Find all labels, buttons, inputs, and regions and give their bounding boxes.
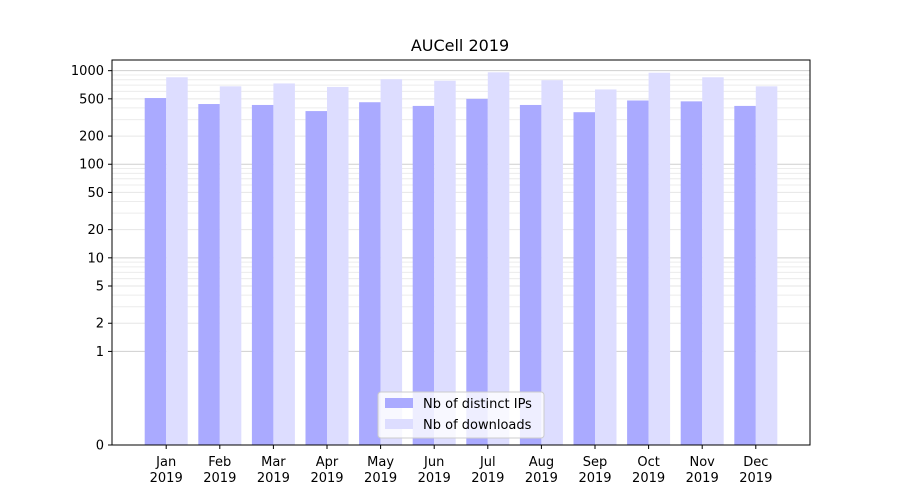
y-tick-label: 20 (87, 223, 104, 238)
x-tick-label-year: 2019 (525, 471, 558, 486)
bar-downloads (487, 72, 510, 446)
x-tick-label-month: Jan (155, 455, 176, 470)
x-tick-label-month: Aug (529, 455, 554, 470)
chart-title: AUCell 2019 (411, 36, 509, 55)
y-tick-label: 5 (96, 280, 104, 295)
x-tick-label-year: 2019 (739, 471, 772, 486)
x-tick-label-year: 2019 (203, 471, 236, 486)
x-axis: Jan2019Feb2019Mar2019Apr2019May2019Jun20… (150, 445, 772, 486)
x-tick-label-year: 2019 (632, 471, 665, 486)
bar-downloads (327, 86, 349, 445)
x-tick-label-month: Jun (423, 455, 444, 470)
y-tick-label: 0 (96, 439, 104, 454)
plot-frame (111, 59, 811, 446)
bar-distinct-ips (466, 98, 488, 446)
legend-label-distinct-ips: Nb of distinct IPs (423, 397, 532, 412)
x-tick-label-month: Nov (690, 455, 716, 470)
x-tick-label-month: Mar (261, 455, 286, 470)
x-tick-label-month: Sep (583, 455, 608, 470)
y-tick-label: 2 (96, 317, 104, 332)
x-tick-label-year: 2019 (418, 471, 451, 486)
bar-downloads (648, 72, 671, 445)
x-tick-label-month: May (367, 455, 394, 470)
y-tick-label: 1 (96, 345, 104, 360)
x-tick-label-month: Oct (637, 455, 659, 470)
y-tick-label: 1000 (71, 64, 104, 79)
bar-downloads (595, 89, 617, 446)
bars (144, 72, 778, 446)
y-tick-label: 100 (79, 158, 104, 173)
x-tick-label-year: 2019 (150, 471, 183, 486)
x-tick-label-month: Jul (479, 455, 496, 470)
x-tick-label-month: Apr (316, 455, 339, 470)
y-tick-label: 200 (79, 130, 104, 145)
bar-distinct-ips (359, 102, 381, 446)
x-tick-label-year: 2019 (471, 471, 504, 486)
bar-distinct-ips (519, 104, 542, 445)
bar-distinct-ips (573, 112, 595, 445)
legend-label-downloads: Nb of downloads (423, 418, 532, 433)
bar-downloads (434, 80, 456, 445)
y-tick-label: 10 (87, 251, 104, 266)
bar-distinct-ips (734, 105, 756, 445)
bar-downloads (755, 86, 778, 446)
x-tick-label-year: 2019 (578, 471, 611, 486)
bar-distinct-ips (305, 111, 327, 445)
x-tick-label-month: Feb (208, 455, 231, 470)
bar-downloads (166, 77, 188, 446)
legend-swatch-distinct-ips (385, 398, 413, 408)
y-tick-label: 50 (87, 186, 104, 201)
legend-frame (377, 391, 545, 439)
legend-swatch-downloads (385, 419, 413, 429)
y-axis: 0 1 2 5 10 20 50 100 200 500 1000 (71, 64, 112, 454)
bar-distinct-ips (198, 104, 220, 445)
bar-downloads (219, 86, 242, 446)
bar-distinct-ips (251, 104, 274, 445)
legend: Nb of distinct IPs Nb of downloads (377, 391, 545, 439)
bar-downloads (541, 80, 563, 446)
bar-distinct-ips (680, 101, 703, 446)
bar-distinct-ips (627, 100, 649, 445)
x-tick-label-year: 2019 (364, 471, 397, 486)
bar-downloads (273, 83, 295, 446)
x-tick-label-month: Dec (743, 455, 768, 470)
y-tick-label: 500 (79, 92, 104, 107)
bar-distinct-ips (412, 105, 435, 445)
bar-downloads (702, 77, 724, 446)
x-tick-label-year: 2019 (310, 471, 343, 486)
x-tick-label-year: 2019 (257, 471, 290, 486)
bar-distinct-ips (144, 98, 167, 446)
bar-downloads (380, 79, 403, 445)
x-tick-label-year: 2019 (686, 471, 719, 486)
